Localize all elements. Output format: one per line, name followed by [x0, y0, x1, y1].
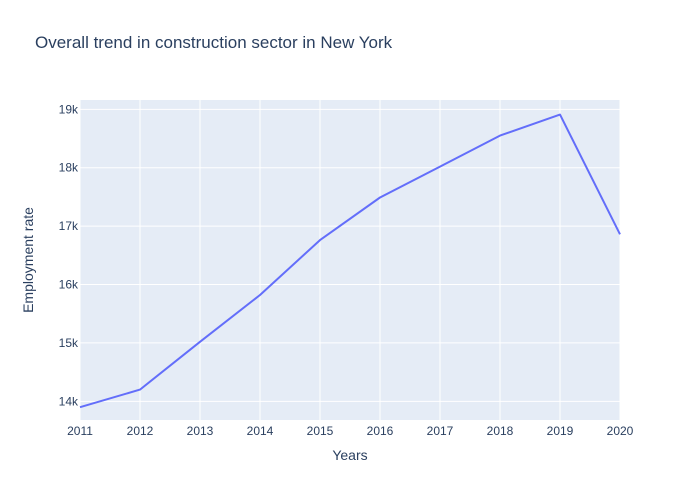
x-tick-label: 2011	[67, 424, 93, 438]
series-line	[79, 113, 621, 409]
y-tick-label: 14k	[59, 394, 79, 408]
x-tick-label: 2012	[127, 424, 154, 438]
x-tick-label: 2013	[187, 424, 214, 438]
y-tick-label: 19k	[59, 102, 79, 116]
chart-title: Overall trend in construction sector in …	[35, 33, 393, 52]
y-axis-ticks: 14k 15k 16k 17k 18k 19k	[59, 102, 79, 408]
y-tick-label: 16k	[59, 278, 79, 292]
vertical-gridlines	[79, 100, 621, 420]
x-tick-label: 2020	[607, 424, 634, 438]
x-tick-label: 2015	[307, 424, 334, 438]
y-tick-label: 18k	[59, 161, 79, 175]
x-tick-label: 2014	[247, 424, 274, 438]
x-tick-label: 2017	[427, 424, 454, 438]
x-tick-label: 2019	[547, 424, 574, 438]
x-axis-ticks: 2011 2012 2013 2014 2015 2016 2017 2018 2019 2020	[67, 424, 634, 438]
y-tick-label: 17k	[59, 219, 79, 233]
x-tick-label: 2018	[487, 424, 514, 438]
x-tick-label: 2016	[367, 424, 394, 438]
series-layer	[79, 113, 621, 409]
horizontal-gridlines	[80, 108, 620, 402]
y-tick-label: 15k	[59, 336, 79, 350]
x-axis-title: Years	[332, 447, 367, 463]
y-axis-title: Employment rate	[20, 207, 36, 313]
